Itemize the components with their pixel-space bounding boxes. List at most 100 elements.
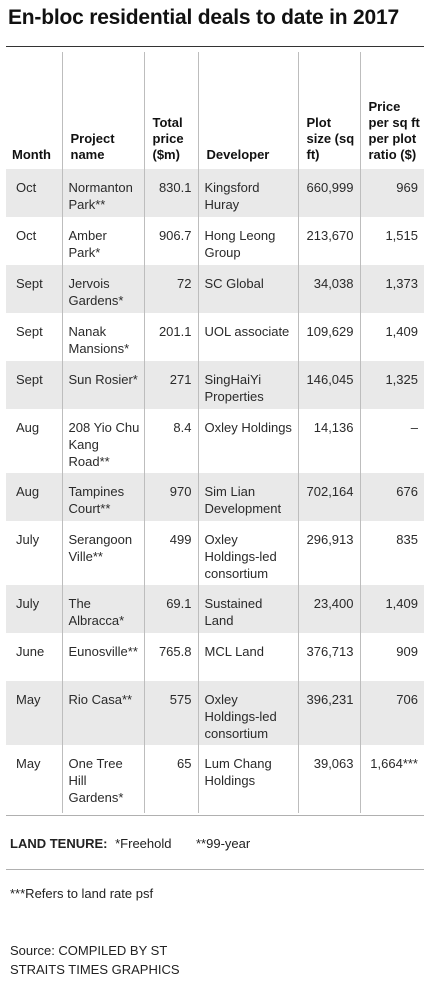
- cell-month: June: [16, 644, 45, 659]
- cell-month: May: [16, 756, 41, 771]
- cell-developer: UOL associate: [197, 313, 298, 361]
- cell-developer: Lum Chang Holdings: [197, 745, 298, 813]
- cell-project: The Albracca*: [61, 585, 144, 633]
- cell-project: Sun Rosier*: [61, 361, 144, 409]
- header-plot: Plot size (sq ft): [297, 52, 360, 169]
- source-line-2: STRAITS TIMES GRAPHICS: [10, 962, 180, 977]
- cell-developer: Kingsford Huray: [197, 169, 298, 217]
- cell-month: Sept: [6, 361, 62, 409]
- cell-developer: Sim Lian Development: [197, 473, 298, 521]
- cell-price-psf: 1,409: [359, 313, 424, 361]
- source-line-1: Source: COMPILED BY ST: [10, 943, 168, 958]
- cell-project: Jervois Gardens*: [61, 265, 144, 313]
- cell-developer: Oxley Holdings-led consortium: [197, 681, 298, 745]
- cell-month: Sept: [16, 324, 43, 339]
- header-psf: Price per sq ft per plot ratio ($): [359, 52, 424, 169]
- cell-plot-size: 109,629: [297, 313, 360, 361]
- cell-price: 271: [143, 361, 198, 409]
- cell-developer: Oxley Holdings: [197, 409, 298, 473]
- table-row: May One Tree Hill Gardens* 65 Lum Chang Hol…: [6, 745, 424, 813]
- cell-project: Rio Casa**: [61, 681, 144, 745]
- cell-plot-size: 660,999: [297, 169, 360, 217]
- cell-price-psf: –: [359, 409, 424, 473]
- cell-project: One Tree Hill Gardens*: [61, 745, 144, 813]
- cell-month: July: [6, 585, 62, 633]
- cell-plot-size: 14,136: [297, 409, 360, 473]
- cell-month: July: [16, 532, 40, 547]
- cell-price-psf: 969: [359, 169, 424, 217]
- table-body: Oct Normanton Park** 830.1 Kingsford Huray 6…: [6, 169, 424, 813]
- cell-month: Sept: [6, 265, 62, 313]
- tenure-legend: LAND TENURE: *Freehold **99-year: [10, 836, 250, 851]
- cell-price: 970: [143, 473, 198, 521]
- cell-price-psf: 1,325: [359, 361, 424, 409]
- deals-table: Month Project name Total price ($m) Deve…: [6, 52, 424, 813]
- table-row: May Rio Casa** 575 Oxley Holdings-led conso…: [6, 681, 424, 745]
- header-project: Project name: [61, 52, 144, 169]
- cell-price-psf: 1,409: [359, 585, 424, 633]
- tenure-label: LAND TENURE:: [10, 836, 108, 851]
- cell-developer: Sustained Land: [197, 585, 298, 633]
- header-developer: Developer: [197, 52, 298, 169]
- cell-project: Eunosville**: [61, 633, 144, 681]
- cell-price-psf: 1,515: [359, 217, 424, 265]
- cell-price-psf: 909: [359, 633, 424, 681]
- cell-project: Tampines Court**: [61, 473, 144, 521]
- cell-price-psf: 835: [359, 521, 424, 585]
- top-divider: [6, 46, 424, 47]
- tenure-freehold: *Freehold: [115, 836, 172, 851]
- cell-month: May: [6, 681, 62, 745]
- cell-month: Oct: [16, 228, 37, 243]
- table-row: Sept Sun Rosier* 271 SingHaiYi Properties 14…: [6, 361, 424, 409]
- cell-plot-size: 376,713: [297, 633, 360, 681]
- table-row: July The Albracca* 69.1 Sustained Land 23,40…: [6, 585, 424, 633]
- cell-project: Nanak Mansions*: [61, 313, 144, 361]
- chart-title: En-bloc residential deals to date in 201…: [8, 6, 399, 29]
- cell-developer: Hong Leong Group: [197, 217, 298, 265]
- cell-developer: MCL Land: [197, 633, 298, 681]
- cell-plot-size: 39,063: [297, 745, 360, 813]
- header-month: Month: [12, 147, 51, 162]
- cell-price: 69.1: [143, 585, 198, 633]
- cell-price: 8.4: [143, 409, 198, 473]
- cell-plot-size: 213,670: [297, 217, 360, 265]
- cell-month: Oct: [6, 169, 62, 217]
- cell-plot-size: 146,045: [297, 361, 360, 409]
- cell-plot-size: 34,038: [297, 265, 360, 313]
- table-row: Oct Normanton Park** 830.1 Kingsford Huray 6…: [6, 169, 424, 217]
- cell-month: Aug: [16, 420, 40, 435]
- cell-price: 499: [143, 521, 198, 585]
- cell-project: Normanton Park**: [61, 169, 144, 217]
- cell-developer: SC Global: [197, 265, 298, 313]
- cell-price-psf: 1,664***: [359, 745, 424, 813]
- header-row: Month Project name Total price ($m) Deve…: [6, 52, 424, 169]
- cell-developer: Oxley Holdings-led consortium: [197, 521, 298, 585]
- cell-project: Serangoon Ville**: [61, 521, 144, 585]
- cell-price-psf: 706: [359, 681, 424, 745]
- header-price: Total price ($m): [143, 52, 198, 169]
- footnote-divider: [6, 869, 424, 870]
- cell-plot-size: 296,913: [297, 521, 360, 585]
- table-row: Aug Tampines Court** 970 Sim Lian Developme…: [6, 473, 424, 521]
- cell-project: 208 Yio Chu Kang Road**: [61, 409, 144, 473]
- cell-project: Amber Park*: [61, 217, 144, 265]
- cell-plot-size: 702,164: [297, 473, 360, 521]
- cell-price: 65: [143, 745, 198, 813]
- cell-developer: SingHaiYi Properties: [197, 361, 298, 409]
- cell-price: 72: [143, 265, 198, 313]
- cell-plot-size: 23,400: [297, 585, 360, 633]
- cell-plot-size: 396,231: [297, 681, 360, 745]
- table-row: Oct Amber Park* 906.7 Hong Leong Group 213,6…: [6, 217, 424, 265]
- cell-month: Aug: [6, 473, 62, 521]
- table-row: July Serangoon Ville** 499 Oxley Holdings-l…: [6, 521, 424, 585]
- cell-price: 765.8: [143, 633, 198, 681]
- table-row: Sept Nanak Mansions* 201.1 UOL associate 109…: [6, 313, 424, 361]
- table-row: June Eunosville** 765.8 MCL Land 376,713 909: [6, 633, 424, 681]
- legend-divider: [6, 815, 424, 816]
- table-row: Sept Jervois Gardens* 72 SC Global 34,038 1,3…: [6, 265, 424, 313]
- cell-price-psf: 676: [359, 473, 424, 521]
- cell-price: 575: [143, 681, 198, 745]
- tenure-99-year: **99-year: [196, 836, 251, 851]
- table-row: Aug 208 Yio Chu Kang Road** 8.4 Oxley Holdi…: [6, 409, 424, 473]
- cell-price: 201.1: [143, 313, 198, 361]
